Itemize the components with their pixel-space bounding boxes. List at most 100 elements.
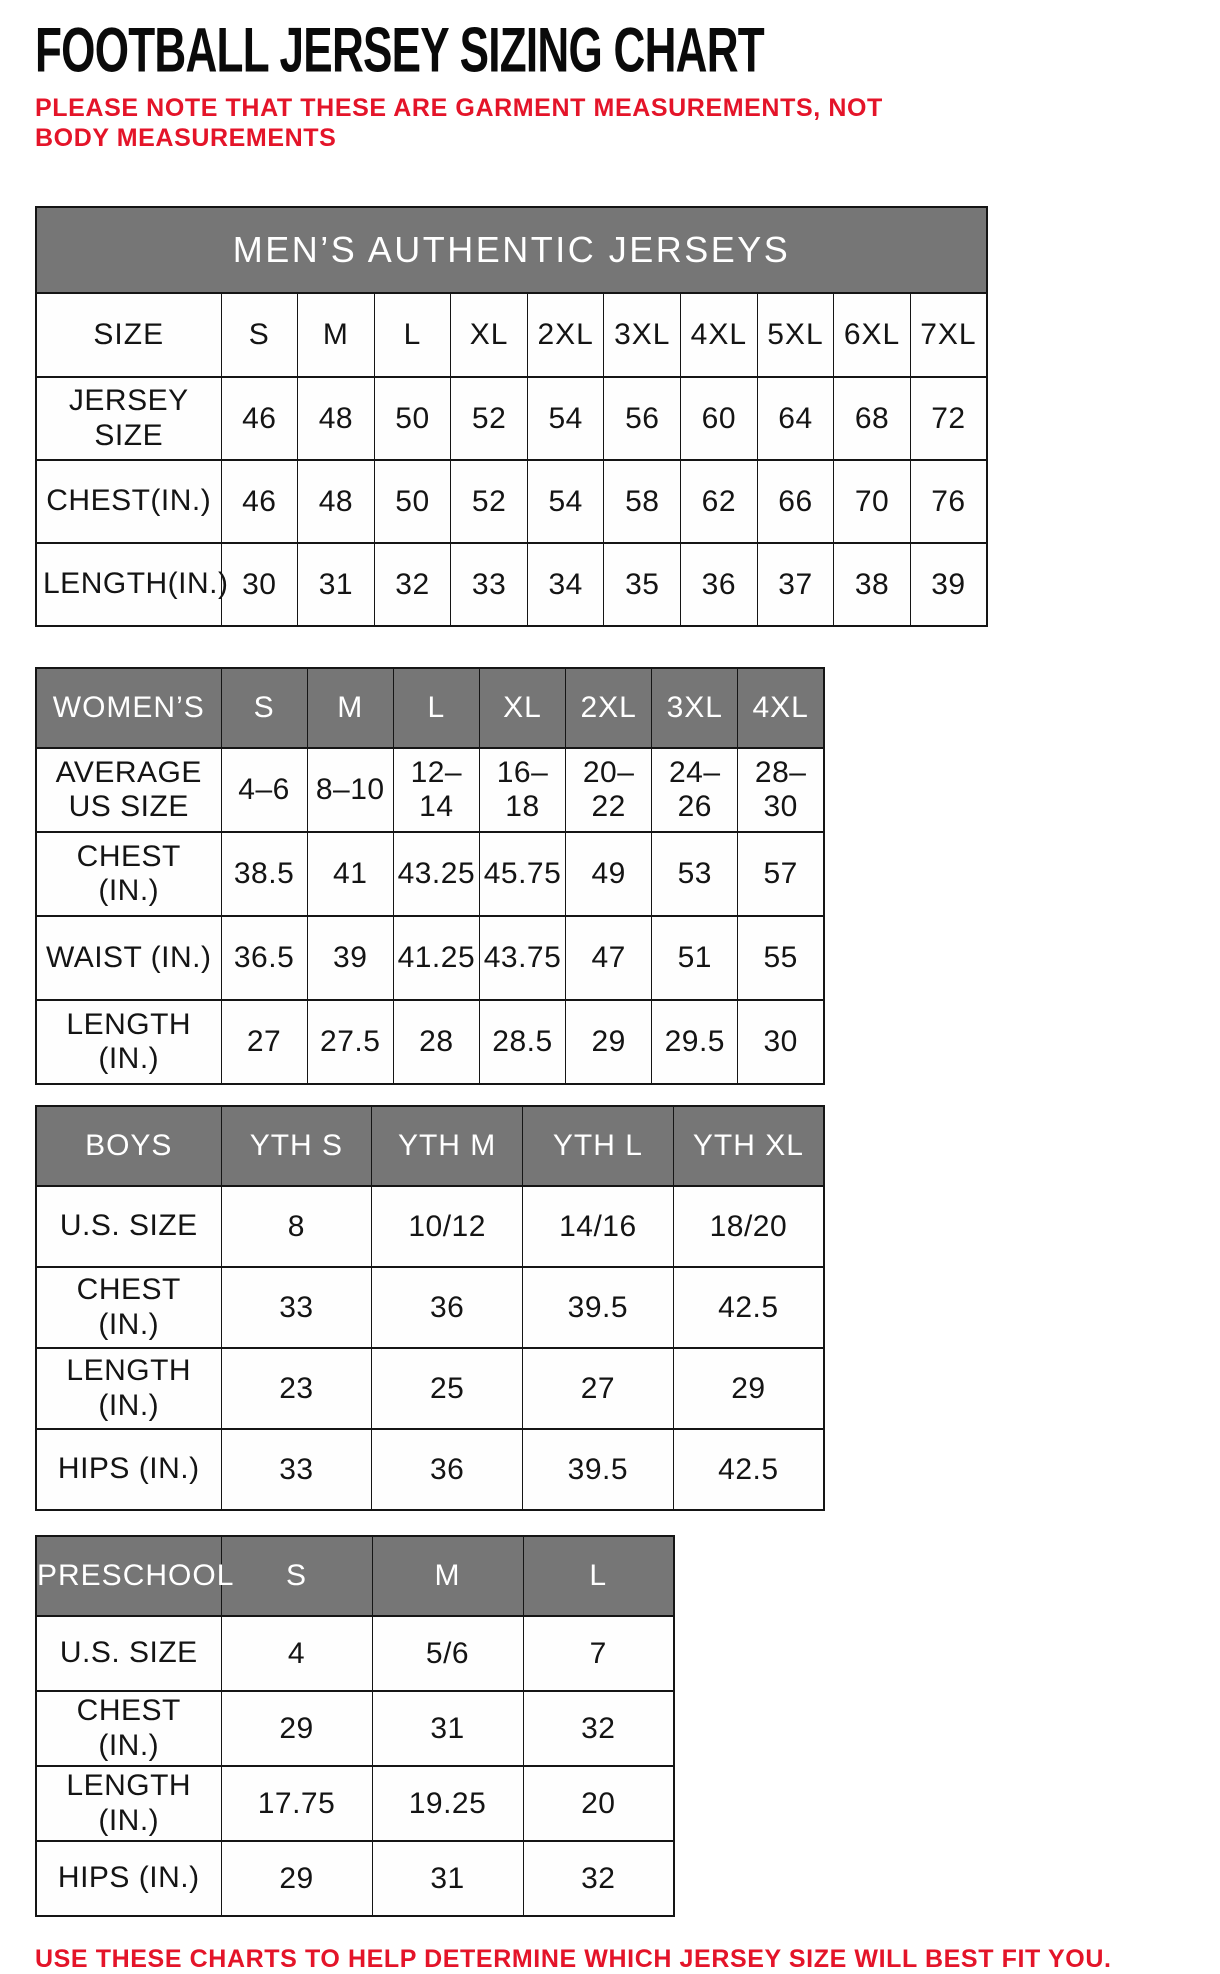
measurement-value: 28: [392, 999, 480, 1085]
measurement-value: 38.5: [220, 831, 308, 917]
measurement-value: 18/20: [672, 1185, 825, 1268]
measurement-value: 19.25: [371, 1765, 524, 1842]
measurement-value: 30: [737, 999, 825, 1085]
measurement-value: 42.5: [672, 1266, 825, 1349]
size-column-header: YTH L: [522, 1105, 674, 1187]
measurement-value: 37: [756, 542, 835, 627]
measurement-value: 50: [373, 376, 452, 461]
measurement-value: 51: [651, 915, 739, 1001]
measurement-value: 41: [306, 831, 394, 917]
measurement-value: 39: [306, 915, 394, 1001]
size-column-header: L: [522, 1535, 675, 1617]
measurement-value: 10/12: [371, 1185, 523, 1268]
measurement-value: 46: [220, 459, 299, 544]
table-corner-label: BOYS: [35, 1105, 222, 1187]
measurement-value: 29: [220, 1840, 373, 1917]
table-row: CHEST (IN.) 38.5 41 43.25 45.75 49 53 57: [35, 831, 825, 917]
page-title: FOOTBALL JERSEY SIZING CHART: [35, 15, 1185, 86]
row-label: JERSEY SIZE: [35, 376, 222, 461]
row-label: U.S. SIZE: [35, 1185, 222, 1268]
measurement-value: 28.5: [478, 999, 567, 1085]
table-banner: MEN’S AUTHENTIC JERSEYS: [35, 206, 988, 294]
measurement-value: 4–6: [220, 747, 308, 833]
measurement-value: 36: [371, 1266, 523, 1349]
size-column-header: YTH XL: [672, 1105, 825, 1187]
table-row: CHEST (IN.) 33 36 39.5 42.5: [35, 1266, 825, 1349]
measurement-value: 52: [450, 459, 528, 544]
measurement-value: 32: [373, 542, 452, 627]
footer-note: USE THESE CHARTS TO HELP DETERMINE WHICH…: [35, 1945, 1112, 1973]
size-column-header: 4XL: [680, 292, 758, 378]
table-row: LENGTH (IN.) 23 25 27 29: [35, 1347, 825, 1430]
measurement-value: 29: [672, 1347, 825, 1430]
table-header-row: PRESCHOOL S M L: [35, 1535, 675, 1617]
measurement-value: 48: [297, 459, 375, 544]
measurement-value: 48: [297, 376, 375, 461]
row-label: CHEST (IN.): [35, 1266, 222, 1349]
measurement-value: 8: [220, 1185, 373, 1268]
measurement-value: 41.25: [392, 915, 480, 1001]
measurement-value: 17.75: [220, 1765, 373, 1842]
measurement-value: 56: [603, 376, 682, 461]
row-label: HIPS (IN.): [35, 1840, 222, 1917]
measurement-value: 60: [680, 376, 758, 461]
size-column-header: S: [220, 292, 299, 378]
measurement-value: 30: [220, 542, 299, 627]
measurement-value: 72: [909, 376, 988, 461]
measurement-value: 54: [526, 459, 605, 544]
measurement-value: 50: [373, 459, 452, 544]
measurement-value: 46: [220, 376, 299, 461]
measurement-value: 36: [371, 1428, 523, 1511]
table-row: U.S. SIZE 8 10/12 14/16 18/20: [35, 1185, 825, 1268]
measurement-value: 31: [371, 1840, 524, 1917]
size-column-header: 6XL: [833, 292, 911, 378]
table-row: CHEST(IN.) 46 48 50 52 54 58 62 66 70 76: [35, 459, 988, 544]
table-row: AVERAGE US SIZE 4–6 8–10 12–14 16–18 20–22 24–…: [35, 747, 825, 833]
measurement-value: 47: [565, 915, 653, 1001]
table-row: HIPS (IN.) 33 36 39.5 42.5: [35, 1428, 825, 1511]
womens-sizing-table: WOMEN’S S M L XL 2XL 3XL 4XL AVERAGE US SIZE 4–6 8…: [35, 667, 825, 1085]
preschool-sizing-table: PRESCHOOL S M L U.S. SIZE 4 5/6 7 CHEST (IN.) 29 3…: [35, 1535, 675, 1917]
size-column-header: S: [220, 667, 308, 749]
measurement-value: 27.5: [306, 999, 394, 1085]
row-label: LENGTH(IN.): [35, 542, 228, 627]
page-title-text: FOOTBALL JERSEY SIZING CHART: [35, 15, 765, 86]
table-banner-row: MEN’S AUTHENTIC JERSEYS: [35, 206, 988, 294]
measurement-value: 27: [522, 1347, 674, 1430]
measurement-value: 14/16: [522, 1185, 674, 1268]
measurement-value: 33: [450, 542, 528, 627]
size-column-header: 5XL: [756, 292, 835, 378]
size-column-header: 2XL: [565, 667, 653, 749]
size-column-header: XL: [478, 667, 567, 749]
measurement-value: 35: [603, 542, 682, 627]
measurement-value: 38: [833, 542, 911, 627]
boys-sizing-table: BOYS YTH S YTH M YTH L YTH XL U.S. SIZE 8 10/12…: [35, 1105, 825, 1511]
measurement-value: 58: [603, 459, 682, 544]
measurement-value: 33: [220, 1428, 373, 1511]
size-column-header: 2XL: [526, 292, 605, 378]
measurement-value: 76: [909, 459, 988, 544]
table-row: U.S. SIZE 4 5/6 7: [35, 1615, 675, 1692]
row-label: HIPS (IN.): [35, 1428, 222, 1511]
measurement-value: 29.5: [651, 999, 739, 1085]
row-label: AVERAGE US SIZE: [35, 747, 222, 833]
size-column-header: 3XL: [603, 292, 682, 378]
measurement-value: 55: [737, 915, 825, 1001]
mens-authentic-jerseys-table: MEN’S AUTHENTIC JERSEYS SIZE S M L XL 2XL 3XL 4X…: [35, 206, 988, 627]
measurement-value: 64: [756, 376, 835, 461]
measurement-value: 23: [220, 1347, 373, 1430]
measurement-value: 53: [651, 831, 739, 917]
measurement-value: 29: [565, 999, 653, 1085]
measurement-value: 27: [220, 999, 308, 1085]
table-row: LENGTH (IN.) 17.75 19.25 20: [35, 1765, 675, 1842]
table-row: LENGTH (IN.) 27 27.5 28 28.5 29 29.5 30: [35, 999, 825, 1085]
table-corner-label: SIZE: [35, 292, 222, 378]
measurement-value: 43.75: [478, 915, 567, 1001]
measurement-value: 5/6: [371, 1615, 524, 1692]
size-column-header: S: [220, 1535, 373, 1617]
measurement-value: 49: [565, 831, 653, 917]
measurement-value: 52: [450, 376, 528, 461]
row-label: WAIST (IN.): [35, 915, 222, 1001]
table-header-row: WOMEN’S S M L XL 2XL 3XL 4XL: [35, 667, 825, 749]
